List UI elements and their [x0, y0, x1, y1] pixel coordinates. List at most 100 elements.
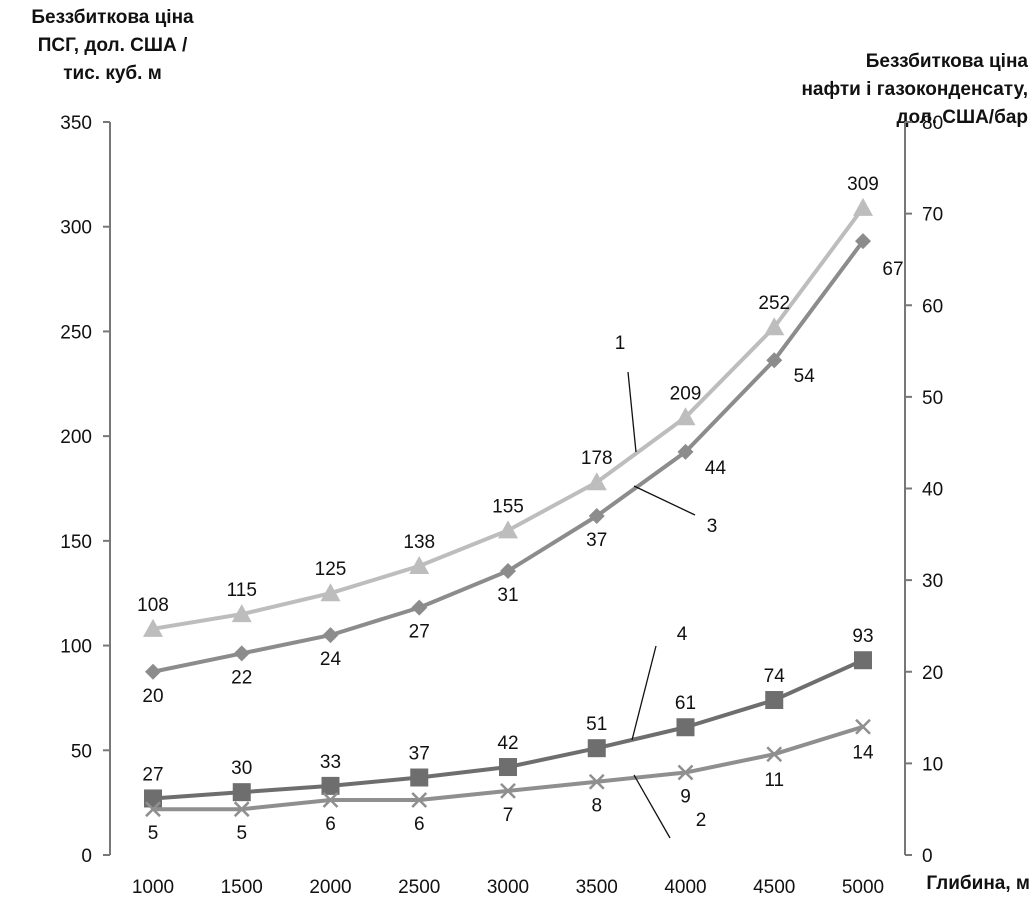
right-y-tick-label: 70: [922, 205, 943, 226]
left-axis-title-line1: Беззбиткова ціна: [31, 7, 194, 28]
data-point-square: [410, 768, 429, 787]
data-point-x: [766, 746, 783, 763]
data-point-x: [855, 718, 871, 735]
data-point-triangle: [498, 520, 518, 539]
data-label: 51: [586, 714, 607, 735]
data-label: 37: [586, 530, 607, 551]
right-axis-title: Беззбиткова ціна нафти і газоконденсату,…: [738, 48, 1028, 132]
data-label: 42: [497, 733, 518, 754]
data-point-triangle: [586, 472, 607, 491]
data-point-x: [322, 792, 339, 808]
data-point-square: [499, 758, 517, 777]
data-point-square: [144, 789, 162, 808]
data-point-triangle: [764, 317, 785, 336]
right-y-tick-label: 50: [922, 388, 943, 409]
x-axis-title: Глибина, м: [926, 873, 1030, 894]
right-y-tick-label: 60: [922, 296, 943, 317]
data-label: 33: [320, 752, 341, 773]
data-point-triangle: [675, 407, 696, 426]
data-label: 22: [231, 667, 252, 688]
right-y-tick-label: 40: [922, 480, 943, 501]
data-label: 178: [581, 448, 613, 469]
right-y-tick-label: 80: [922, 113, 943, 134]
left-y-tick-label: 350: [60, 113, 92, 134]
data-label: 209: [670, 383, 702, 404]
x-tick-label: 2000: [309, 877, 351, 898]
annotation-label-1: 1: [615, 333, 626, 354]
right-axis-title-line1: Беззбиткова ціна: [865, 51, 1028, 72]
left-y-tick-label: 100: [60, 637, 92, 658]
data-label: 11: [764, 770, 784, 791]
data-point-triangle: [853, 197, 873, 216]
right-y-tick-label: 0: [922, 846, 933, 867]
data-point-diamond: [588, 507, 605, 524]
left-y-tick-label: 50: [71, 741, 92, 762]
annotation-label-4: 4: [677, 624, 688, 645]
x-tick-label: 5000: [842, 877, 884, 898]
right-y-tick-label: 10: [922, 754, 943, 775]
data-label: 61: [675, 693, 696, 714]
left-axis-title-line3: тис. куб. м: [63, 63, 162, 84]
data-label: 5: [148, 823, 159, 844]
x-tick-label: 1500: [221, 877, 263, 898]
x-tick-label: 2500: [398, 877, 440, 898]
data-point-diamond: [766, 352, 783, 369]
data-label: 155: [492, 496, 524, 517]
left-y-tick-label: 150: [60, 532, 92, 553]
data-point-x: [500, 782, 516, 799]
data-label: 30: [231, 758, 252, 779]
data-point-square: [321, 776, 340, 795]
data-point-triangle: [143, 618, 163, 637]
data-label: 24: [320, 649, 342, 670]
data-label: 108: [137, 595, 169, 616]
data-point-x: [233, 801, 250, 818]
right-y-tick-label: 30: [922, 571, 943, 592]
data-label: 67: [882, 259, 903, 280]
data-label: 5: [236, 823, 247, 844]
series-line-4: [152, 658, 864, 801]
data-point-square: [854, 651, 872, 670]
left-axis-title: Беззбиткова ціна ПСГ, дол. США / тис. ку…: [0, 4, 225, 88]
x-tick-label: 1000: [132, 877, 174, 898]
annotation-leader-2: [633, 774, 671, 839]
data-label: 74: [764, 666, 786, 687]
data-point-square: [765, 691, 784, 710]
data-label: 54: [794, 366, 816, 387]
data-label: 37: [409, 744, 430, 765]
annotation-leader-3: [633, 485, 696, 516]
data-label: 27: [409, 622, 430, 643]
data-label: 138: [403, 532, 435, 553]
data-point-x: [588, 773, 605, 790]
x-tick-label: 4500: [753, 877, 795, 898]
data-label: 252: [758, 293, 790, 314]
data-label: 14: [852, 743, 874, 764]
annotation-label-2: 2: [696, 810, 707, 831]
data-label: 93: [852, 626, 873, 647]
data-label: 115: [227, 580, 257, 601]
data-label: 7: [503, 805, 514, 826]
data-point-x: [411, 792, 428, 808]
data-point-x: [677, 764, 694, 781]
data-point-triangle: [231, 604, 252, 623]
left-y-tick-label: 200: [60, 427, 92, 448]
data-point-diamond: [677, 443, 694, 460]
data-label: 6: [325, 814, 336, 835]
data-label: 8: [591, 796, 602, 817]
data-point-triangle: [409, 555, 430, 574]
data-point-diamond: [145, 663, 161, 680]
data-point-triangle: [320, 583, 341, 602]
data-label: 20: [142, 686, 163, 707]
annotation-leader-1: [627, 371, 637, 453]
data-point-diamond: [322, 627, 339, 644]
x-tick-label: 3000: [487, 877, 529, 898]
left-y-tick-label: 0: [81, 846, 92, 867]
data-label: 31: [497, 585, 518, 606]
x-tick-label: 3500: [576, 877, 618, 898]
data-label: 125: [315, 559, 347, 580]
data-point-diamond: [500, 562, 516, 579]
data-point-diamond: [233, 645, 250, 662]
data-point-square: [676, 718, 695, 737]
left-y-tick-label: 250: [60, 322, 92, 343]
data-point-square: [232, 783, 251, 802]
